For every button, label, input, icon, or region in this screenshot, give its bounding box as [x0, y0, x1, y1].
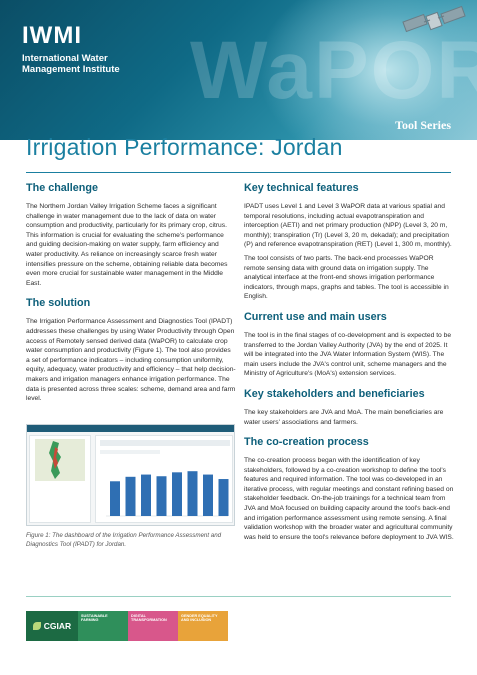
left-column: The challenge The Northern Jordan Valley… [26, 182, 236, 404]
footer-logos: CGIAR SUSTAINABLE FARMING DIGITAL TRANSF… [26, 611, 228, 641]
solution-heading: The solution [26, 297, 91, 310]
footer-divider [26, 596, 451, 597]
figure-topbar [27, 425, 234, 432]
cgiar-logo: CGIAR [26, 611, 78, 641]
figure-bar [125, 476, 136, 516]
dashboard-figure [26, 424, 235, 526]
features-text-1: IPADT uses Level 1 and Level 3 WaPOR dat… [244, 203, 452, 249]
tag-digital-transformation: DIGITAL TRANSFORMATION [128, 611, 178, 641]
figure-bar [110, 481, 120, 516]
org-name-line1: International Water [22, 53, 108, 64]
tool-series-label: Tool Series [395, 118, 451, 132]
features-heading: Key technical features [244, 182, 359, 194]
iwmi-logo: IWMI International Water Management Inst… [22, 22, 120, 76]
tag-gender-equality: GENDER EQUALITY AND INCLUSION [178, 611, 228, 641]
page-title: Irrigation Performance: Jordan [26, 134, 343, 160]
leaf-icon [32, 622, 41, 630]
figure-bar [172, 472, 182, 516]
figure-bar [203, 474, 213, 516]
wapor-watermark: WaPOR [190, 25, 477, 116]
chart-subheader-strip [100, 450, 160, 454]
challenge-text: The Northern Jordan Valley Irrigation Sc… [26, 203, 228, 287]
figure-main-panel [95, 435, 233, 523]
org-name-line2: Management Institute [22, 64, 120, 75]
figure-bar [218, 479, 229, 516]
figure-bar [141, 474, 151, 516]
figure-map [35, 439, 85, 481]
right-column: Key technical features IPADT uses Level … [244, 182, 454, 542]
use-heading: Current use and main users [244, 310, 387, 323]
figure-caption: Figure 1: The dashboard of the Irrigatio… [26, 532, 222, 548]
cgiar-text: CGIAR [43, 621, 72, 631]
header-banner: WaPOR IWMI International Water Managemen… [0, 0, 477, 140]
figure-bar [187, 471, 198, 516]
cocreation-heading: The co-creation process [244, 436, 369, 449]
figure-bar [156, 476, 167, 516]
logo-mark: IWMI [22, 22, 82, 49]
use-text: The tool is in the final stages of co-de… [244, 331, 452, 378]
stakeholders-text: The key stakeholders are JVA and MoA. Th… [244, 408, 444, 426]
title-divider [26, 172, 451, 173]
chart-header-strip [100, 440, 230, 446]
tag-sustainable-farming: SUSTAINABLE FARMING [78, 611, 128, 641]
figure-bar-chart [100, 440, 230, 517]
cocreation-text: The co-creation process began with the i… [244, 457, 454, 541]
satellite-icon [402, 5, 466, 33]
stakeholders-heading: Key stakeholders and beneficiaries [244, 387, 425, 400]
solution-text: The Irrigation Performance Assessment an… [26, 318, 236, 403]
challenge-heading: The challenge [26, 182, 98, 194]
logo-org-name: International Water Management Institute [22, 53, 120, 75]
features-text-2: The tool consists of two parts. The back… [244, 254, 449, 301]
